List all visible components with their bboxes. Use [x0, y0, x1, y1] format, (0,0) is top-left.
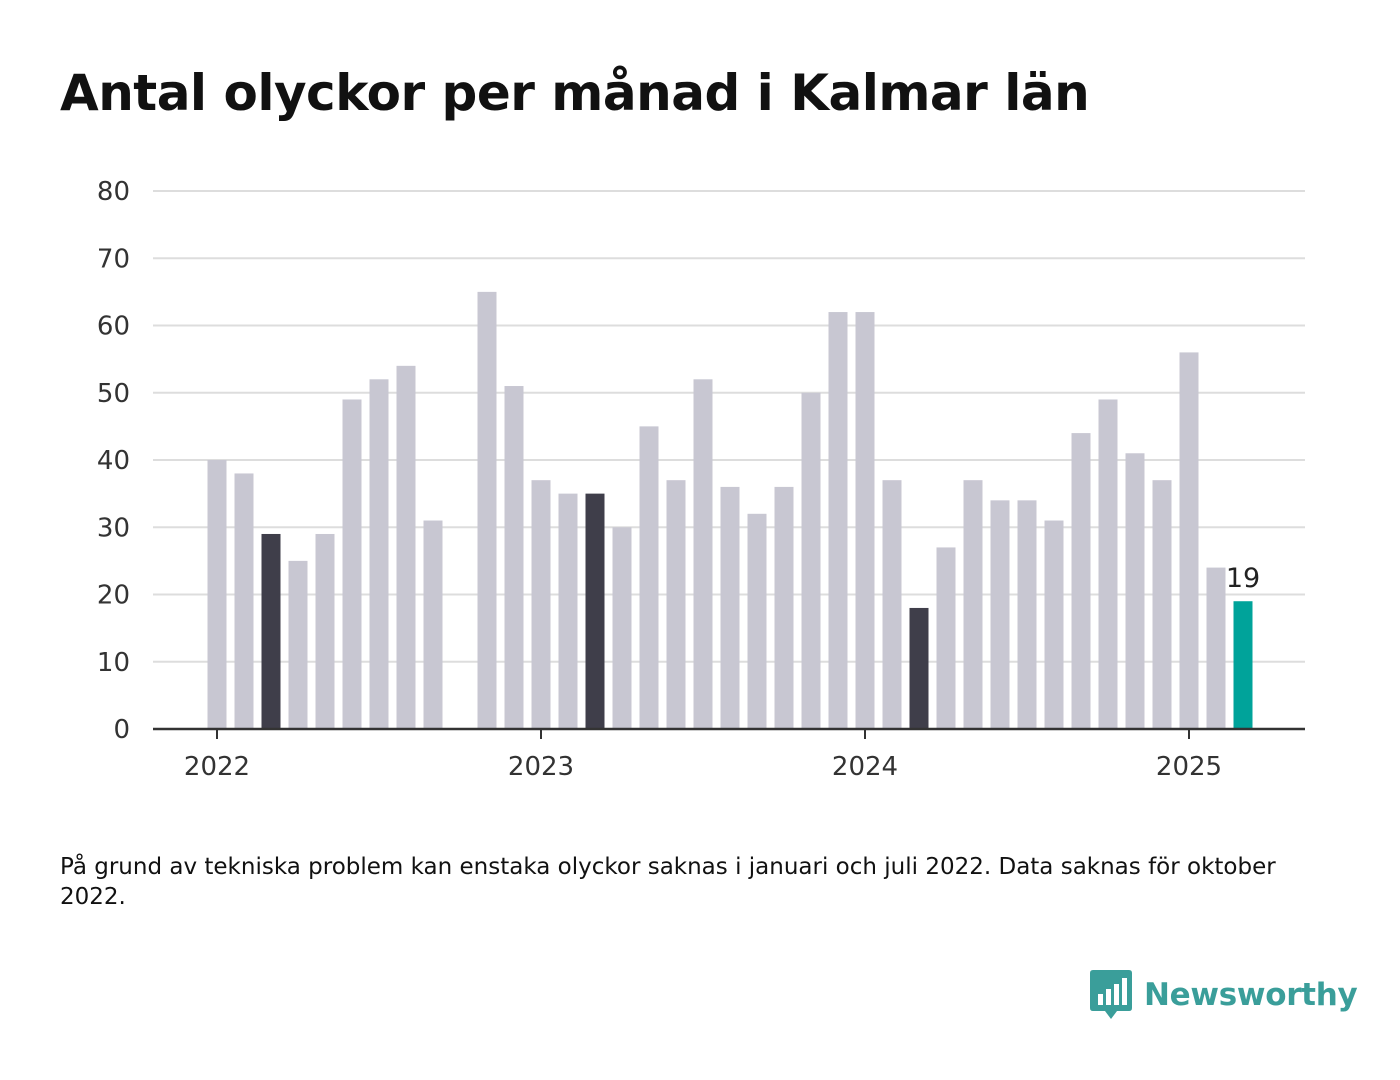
chart-title: Antal olyckor per månad i Kalmar län	[60, 64, 1090, 122]
bar-2024-12	[1152, 480, 1172, 729]
data-label: 19	[1226, 563, 1260, 594]
y-tick-label: 40	[97, 446, 130, 476]
bar-chart: 0 10 20 30 40 50 60 70 80 2022 2023 2024 2025 19	[97, 177, 1305, 782]
bar-2022-07	[369, 379, 389, 729]
x-tick-label: 2025	[1156, 752, 1222, 782]
x-tick-label: 2023	[508, 752, 574, 782]
bar-2023-09	[747, 513, 767, 729]
bar-2025-02	[1206, 567, 1226, 729]
y-tick-label: 50	[97, 379, 130, 409]
bar-2022-12	[504, 386, 524, 729]
x-tick-label: 2022	[184, 752, 250, 782]
bar-2023-03	[585, 493, 605, 729]
bar-2024-06	[990, 500, 1010, 729]
y-tick-label: 60	[97, 312, 130, 342]
bar-2023-05	[639, 426, 659, 729]
bar-2024-05	[963, 480, 983, 729]
bar-2024-02	[882, 480, 902, 729]
bar-2024-11	[1125, 453, 1145, 729]
bar-2024-09	[1071, 433, 1091, 729]
bar-2024-07	[1017, 500, 1037, 729]
brand-logo: Newsworthy	[1090, 970, 1358, 1020]
bar-2022-08	[396, 365, 416, 729]
bar-2023-08	[720, 486, 740, 729]
bar-2024-04	[936, 547, 956, 729]
bar-2023-11	[801, 392, 821, 729]
bar-2023-01	[531, 480, 551, 729]
bar-2023-12	[828, 312, 848, 729]
y-tick-label: 10	[97, 648, 130, 678]
bar-2022-09	[423, 520, 443, 729]
brand-name: Newsworthy	[1144, 977, 1358, 1013]
bar-2024-08	[1044, 520, 1064, 729]
x-axis-ticks: 2022 2023 2024 2025	[184, 729, 1222, 782]
bar-2024-03	[909, 607, 929, 729]
bar-2023-02	[558, 493, 578, 729]
bar-2024-10	[1098, 399, 1118, 729]
y-tick-label: 30	[97, 513, 130, 543]
bar-2022-03	[261, 533, 281, 729]
bar-2022-06	[342, 399, 362, 729]
x-tick-label: 2024	[832, 752, 898, 782]
y-tick-label: 70	[97, 244, 130, 274]
bar-2022-01	[207, 460, 227, 729]
bar-2025-01	[1179, 352, 1199, 729]
bars	[207, 291, 1253, 729]
bar-chart-speech-bubble-icon	[1090, 970, 1132, 1019]
bar-2022-04	[288, 560, 308, 729]
y-tick-label: 80	[97, 177, 130, 207]
bar-2023-06	[666, 480, 686, 729]
bar-2022-11	[477, 291, 497, 729]
footnote: På grund av tekniska problem kan enstaka…	[60, 854, 1276, 910]
bar-2025-03	[1233, 601, 1253, 729]
y-tick-label: 20	[97, 581, 130, 611]
y-tick-label: 0	[113, 715, 130, 745]
bar-2023-04	[612, 527, 632, 729]
bar-2024-01	[855, 312, 875, 729]
y-axis-ticks: 0 10 20 30 40 50 60 70 80	[97, 177, 130, 745]
data-labels: 19	[1226, 563, 1260, 594]
bar-2023-07	[693, 379, 713, 729]
bar-2022-02	[234, 473, 254, 729]
bar-2022-05	[315, 533, 335, 729]
bar-2023-10	[774, 486, 794, 729]
